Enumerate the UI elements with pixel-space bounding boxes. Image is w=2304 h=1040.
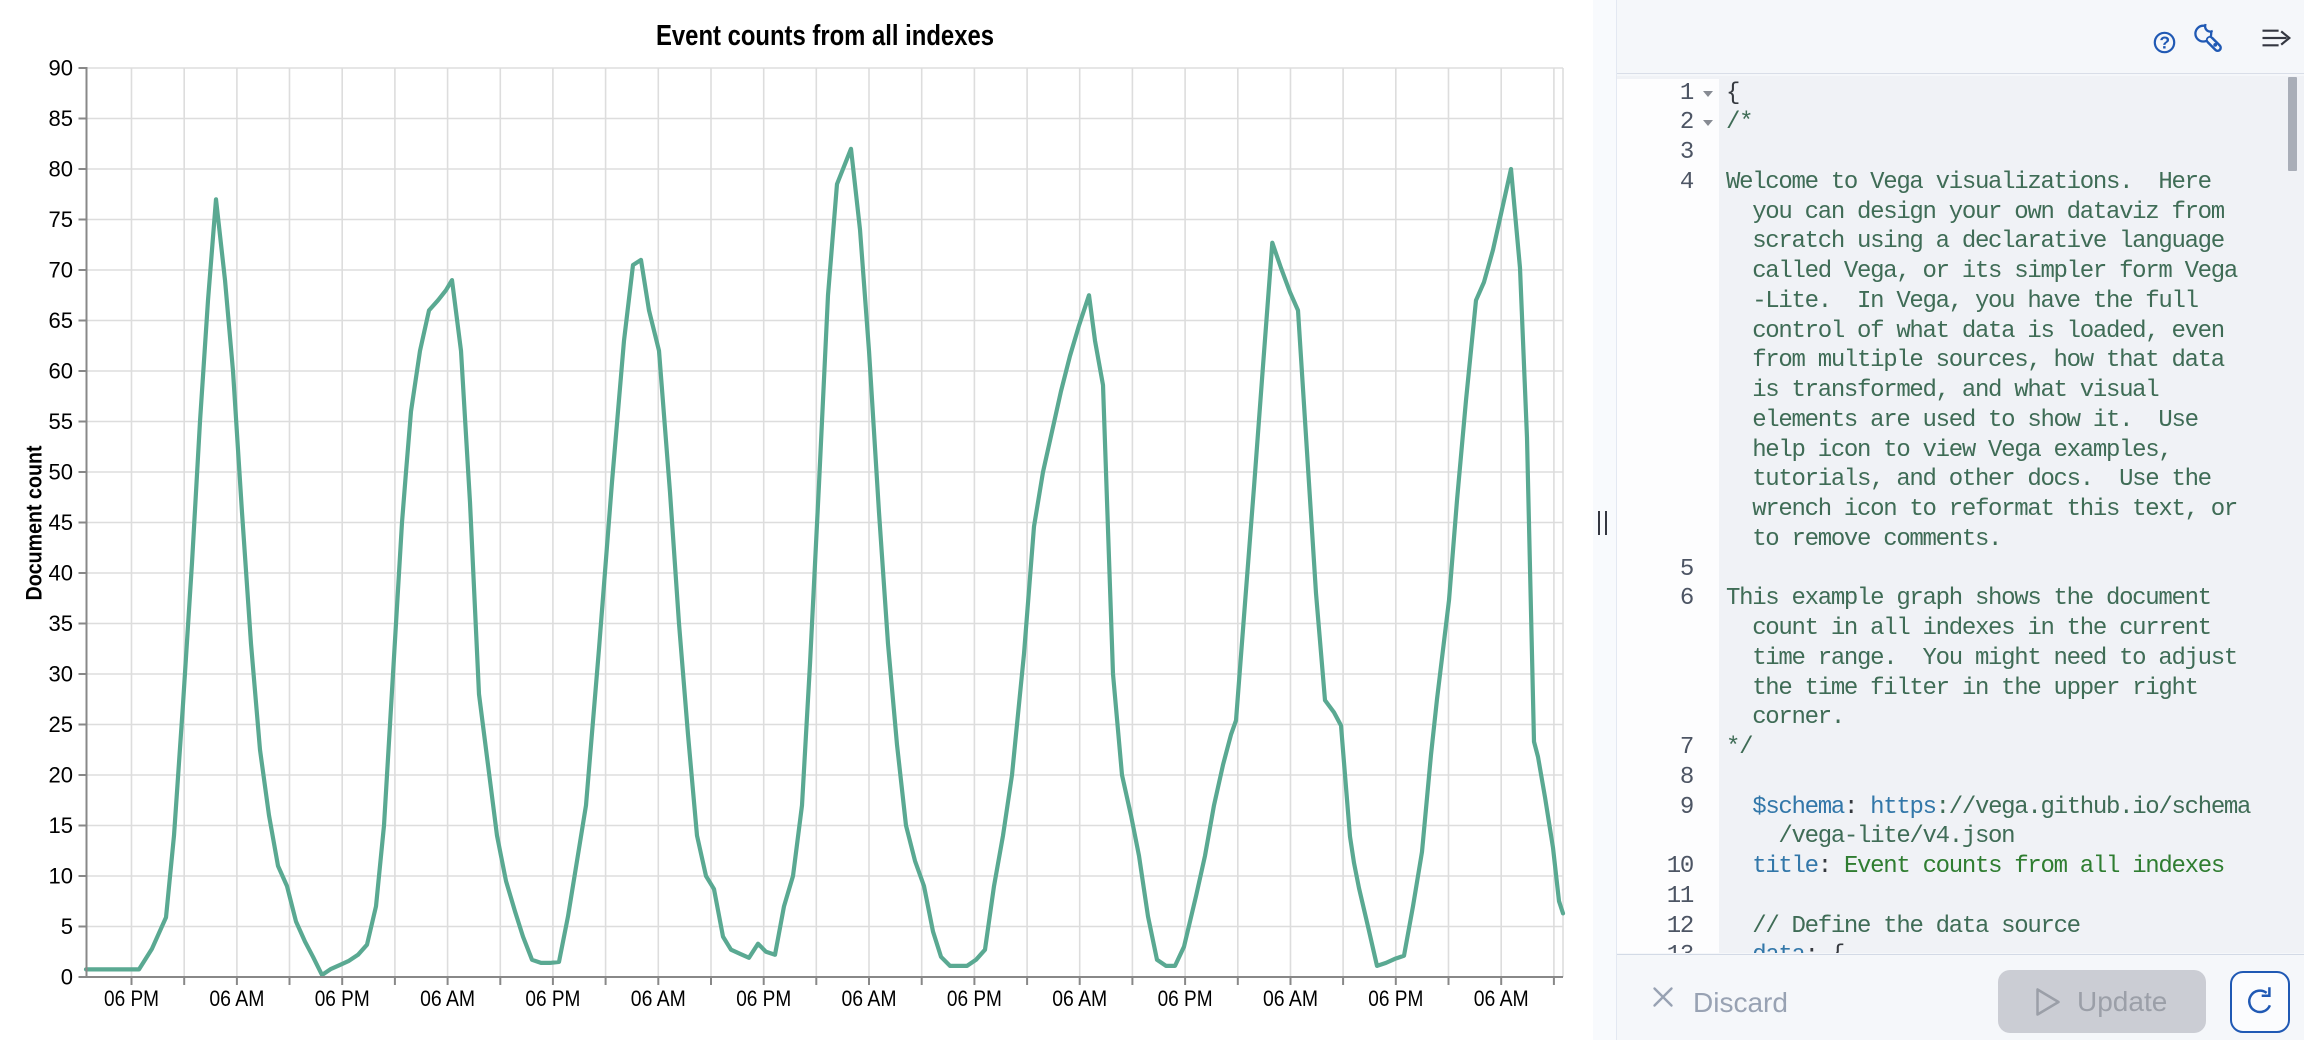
svg-text:80: 80 [49,157,73,182]
svg-text:06 PM: 06 PM [1158,986,1213,1011]
svg-text:06 AM: 06 AM [209,986,264,1011]
svg-text:55: 55 [49,409,73,434]
svg-text:65: 65 [49,308,73,333]
svg-text:06 AM: 06 AM [1263,986,1318,1011]
svg-text:45: 45 [49,510,73,535]
svg-text:Event counts from all indexes: Event counts from all indexes [656,20,994,52]
svg-text:06 AM: 06 AM [1474,986,1529,1011]
svg-text:06 PM: 06 PM [736,986,791,1011]
svg-text:30: 30 [49,662,73,687]
svg-text:Document count: Document count [22,445,47,600]
svg-text:10: 10 [49,864,73,889]
svg-text:06 PM: 06 PM [947,986,1002,1011]
svg-text:06 PM: 06 PM [525,986,580,1011]
svg-text:0: 0 [61,965,73,990]
svg-text:15: 15 [49,813,73,838]
svg-text:06 AM: 06 AM [420,986,475,1011]
svg-text:70: 70 [49,258,73,283]
svg-text:75: 75 [49,207,73,232]
svg-text:35: 35 [49,611,73,636]
svg-text:06 AM: 06 AM [631,986,686,1011]
svg-text:50: 50 [49,460,73,485]
svg-text:60: 60 [49,359,73,384]
svg-text:40: 40 [49,561,73,586]
svg-text:5: 5 [61,914,73,939]
svg-text:20: 20 [49,763,73,788]
svg-text:90: 90 [49,56,73,81]
svg-text:?: ? [2159,33,2170,53]
svg-text:25: 25 [49,712,73,737]
svg-text:06 PM: 06 PM [315,986,370,1011]
svg-text:06 AM: 06 AM [842,986,897,1011]
svg-text:06 AM: 06 AM [1052,986,1107,1011]
svg-text:06 PM: 06 PM [104,986,159,1011]
svg-text:06 PM: 06 PM [1368,986,1423,1011]
svg-text:85: 85 [49,106,73,131]
